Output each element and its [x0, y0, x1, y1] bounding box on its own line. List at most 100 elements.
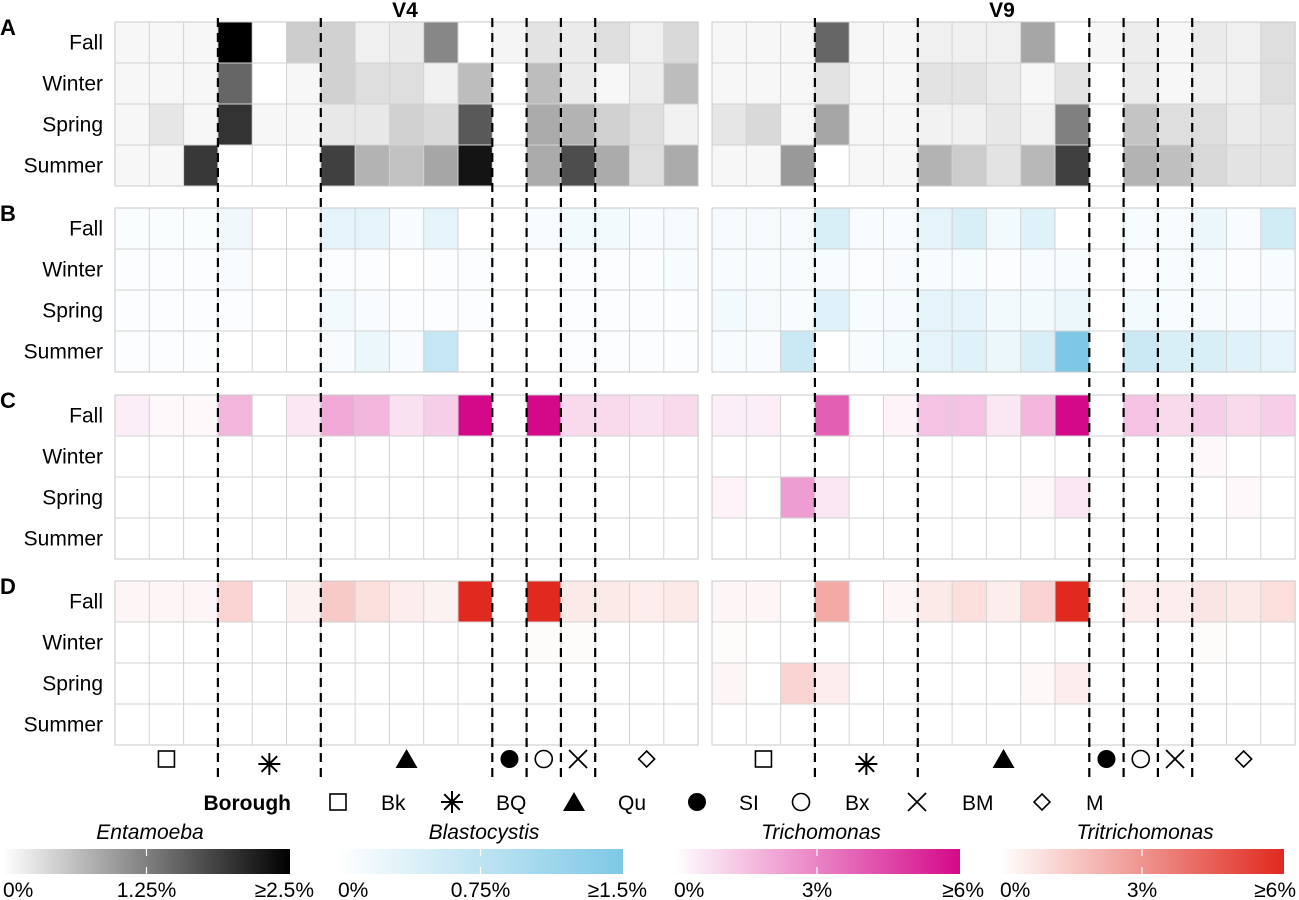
cell-v9-b-r0-c6 — [917, 208, 953, 249]
cell-v4-a-r2-c4 — [252, 104, 287, 145]
cell-v4-a-r1-c13 — [560, 63, 596, 104]
cell-v4-b-r1-c1 — [149, 249, 184, 290]
cell-v9-c-r3-c15 — [1226, 518, 1261, 559]
cell-v9-c-r2-c16 — [1260, 477, 1296, 518]
legend-label-bk: Bk — [381, 792, 406, 815]
cell-v4-c-r1-c8 — [389, 436, 424, 477]
cell-v4-b-r1-c5 — [286, 249, 321, 290]
cell-v4-d-r1-c12 — [526, 622, 561, 663]
cell-v4-c-r0-c10 — [458, 395, 493, 436]
cell-v9-b-r2-c4 — [849, 290, 884, 331]
cell-v9-a-r1-c2 — [780, 63, 815, 104]
cell-v4-d-r1-c15 — [629, 622, 664, 663]
cell-v9-c-r2-c2 — [780, 477, 815, 518]
cell-v9-c-r1-c1 — [746, 436, 781, 477]
cell-v9-a-r2-c6 — [917, 104, 953, 145]
cell-v9-d-r3-c0 — [712, 704, 747, 745]
heatmap-cells — [115, 22, 1296, 745]
cell-v4-a-r0-c10 — [458, 22, 493, 63]
cell-v9-c-r3-c10 — [1055, 518, 1090, 559]
cell-v4-a-r2-c14 — [595, 104, 630, 145]
cell-v4-a-r0-c12 — [526, 22, 561, 63]
cell-v4-d-r3-c10 — [458, 704, 493, 745]
cell-v4-d-r0-c4 — [252, 581, 287, 622]
cell-v4-a-r2-c12 — [526, 104, 561, 145]
scale-tick-label-tritrichomonas-2: ≥6% — [1254, 879, 1296, 900]
cell-v4-b-r3-c13 — [560, 331, 596, 372]
cell-v9-d-r3-c8 — [986, 704, 1021, 745]
scale-tick-label-entamoeba-1: 1.25% — [117, 879, 177, 900]
cell-v4-d-r2-c5 — [286, 663, 321, 704]
cell-v9-b-r1-c2 — [780, 249, 815, 290]
cell-v4-c-r2-c13 — [560, 477, 596, 518]
row-label-b-winter: Winter — [42, 259, 103, 282]
cell-v4-d-r2-c12 — [526, 663, 561, 704]
cell-v9-d-r0-c9 — [1020, 581, 1055, 622]
cell-v9-d-r2-c15 — [1226, 663, 1261, 704]
cell-v9-c-r3-c12 — [1123, 518, 1158, 559]
cell-v4-b-r1-c0 — [115, 249, 150, 290]
cell-v9-b-r2-c11 — [1089, 290, 1124, 331]
cell-v4-c-r2-c15 — [629, 477, 664, 518]
marker-v9-si — [1097, 750, 1116, 768]
cell-v9-b-r1-c14 — [1192, 249, 1227, 290]
cell-v9-d-r0-c6 — [917, 581, 953, 622]
row-label-c-fall: Fall — [69, 405, 103, 428]
cell-v9-b-r1-c3 — [814, 249, 850, 290]
cell-v4-a-r1-c2 — [183, 63, 218, 104]
cell-v4-c-r3-c0 — [115, 518, 150, 559]
cell-v9-b-r0-c11 — [1089, 208, 1124, 249]
cell-v9-a-r1-c10 — [1055, 63, 1090, 104]
cell-v9-d-r0-c12 — [1123, 581, 1158, 622]
cell-v9-b-r0-c3 — [814, 208, 850, 249]
cell-v4-a-r0-c5 — [286, 22, 321, 63]
cell-v9-b-r1-c10 — [1055, 249, 1090, 290]
scale-title-blastocystis: Blastocystis — [429, 821, 540, 844]
marker-v4-bm — [568, 749, 588, 769]
cell-v9-a-r1-c14 — [1192, 63, 1227, 104]
marker-v4-m — [637, 749, 656, 769]
cell-v9-b-r2-c9 — [1020, 290, 1055, 331]
cell-v9-a-r3-c15 — [1226, 145, 1261, 186]
row-label-b-fall: Fall — [69, 218, 103, 241]
cell-v4-d-r3-c5 — [286, 704, 321, 745]
cell-v9-c-r3-c0 — [712, 518, 747, 559]
cell-v9-d-r0-c11 — [1089, 581, 1124, 622]
cell-v9-c-r2-c6 — [917, 477, 953, 518]
cell-v4-d-r2-c13 — [560, 663, 596, 704]
cell-v9-b-r3-c15 — [1226, 331, 1261, 372]
cell-v9-a-r1-c1 — [746, 63, 781, 104]
cell-v4-c-r3-c11 — [492, 518, 527, 559]
cell-v9-b-r1-c15 — [1226, 249, 1261, 290]
cell-v4-c-r0-c1 — [149, 395, 184, 436]
cell-v4-a-r2-c9 — [423, 104, 458, 145]
marker-v4-bx — [534, 749, 554, 769]
cell-v4-a-r1-c16 — [663, 63, 699, 104]
cell-v9-d-r0-c8 — [986, 581, 1021, 622]
cell-v9-b-r0-c12 — [1123, 208, 1158, 249]
cell-v4-c-r2-c16 — [663, 477, 699, 518]
cell-v4-d-r3-c15 — [629, 704, 664, 745]
cell-v4-b-r0-c9 — [423, 208, 458, 249]
cell-v4-d-r3-c6 — [320, 704, 356, 745]
cell-v4-b-r3-c7 — [355, 331, 390, 372]
cell-v9-b-r2-c5 — [883, 290, 918, 331]
cell-v4-d-r3-c4 — [252, 704, 287, 745]
cell-v4-d-r3-c14 — [595, 704, 630, 745]
cell-v4-a-r0-c14 — [595, 22, 630, 63]
cell-v9-c-r2-c11 — [1089, 477, 1124, 518]
cell-v9-d-r2-c16 — [1260, 663, 1296, 704]
marker-v9-qu — [992, 749, 1015, 768]
scale-title-tritrichomonas: Tritrichomonas — [1076, 821, 1214, 844]
column-title-v9: V9 — [989, 0, 1015, 22]
marker-v9-bk — [754, 750, 773, 768]
cell-v4-b-r2-c12 — [526, 290, 561, 331]
cell-v9-c-r3-c11 — [1089, 518, 1124, 559]
panel-letter-b: B — [0, 201, 16, 226]
row-label-d-summer: Summer — [24, 714, 103, 737]
cell-v9-c-r1-c0 — [712, 436, 747, 477]
cell-v4-a-r3-c1 — [149, 145, 184, 186]
cell-v4-c-r0-c7 — [355, 395, 390, 436]
cell-v9-b-r2-c10 — [1055, 290, 1090, 331]
